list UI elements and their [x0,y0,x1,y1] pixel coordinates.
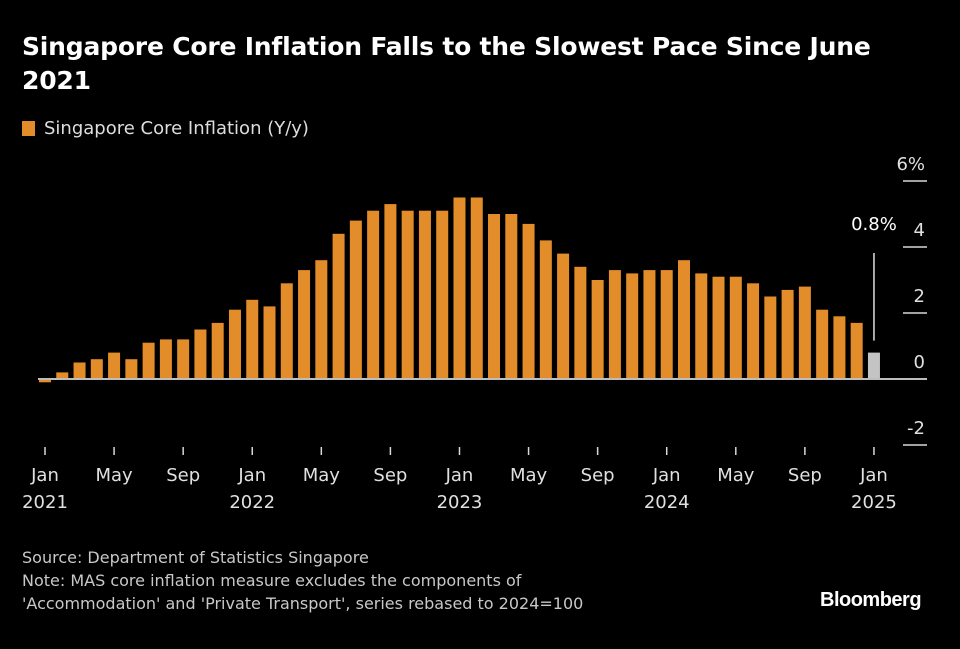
bar [677,260,690,379]
bar [695,273,708,379]
x-tick-label-month: Jan [445,465,474,486]
y-tick-label: 6% [896,154,925,175]
bar [401,210,414,379]
bar [781,289,794,379]
note-line-1: Note: MAS core inflation measure exclude… [22,571,522,590]
bar [418,210,431,379]
bar [608,270,621,379]
bar [159,339,172,379]
legend-label: Singapore Core Inflation (Y/y) [44,118,309,139]
bar [643,270,656,379]
bar [194,329,207,379]
footer: Source: Department of Statistics Singapo… [22,546,583,615]
bar [108,352,121,379]
x-tick-label-month: Jan [859,465,888,486]
bar [73,362,86,379]
x-tick-label-year: 2022 [229,492,275,513]
bar [591,280,604,379]
bar [436,210,449,379]
bar [367,210,380,379]
x-tick-label-month: Sep [788,465,822,486]
y-tick-label: -2 [907,418,925,439]
annotations: 0.8% [851,214,897,341]
bar [177,339,190,379]
bar [488,214,501,379]
x-tick-label-month: Jan [237,465,266,486]
x-tick-label-month: May [717,465,755,486]
x-tick-label-month: May [303,465,341,486]
bar [557,253,570,379]
y-axis: 6% 4 2 0 -2 [896,154,927,446]
chart-title: Singapore Core Inflation Falls to the Sl… [22,32,871,95]
bar [211,322,224,379]
legend-swatch [22,121,35,136]
annotation-label: 0.8% [851,214,897,235]
x-tick-label-month: Sep [373,465,407,486]
bar [39,379,51,383]
x-tick-label-month: Jan [652,465,681,486]
x-tick-label-month: Sep [581,465,615,486]
bar [729,276,742,379]
bar [626,273,639,379]
bar [56,372,69,379]
bar [332,233,345,379]
x-tick-label-year: 2025 [851,492,897,513]
bar [798,286,811,379]
x-axis: Jan 2021 May Sep Jan 2022 May Sep Jan 2023 May Sep J… [22,447,897,513]
y-tick-label: 4 [914,220,925,241]
bar [764,296,777,379]
bars [39,197,880,383]
y-tick-label: 2 [914,286,925,307]
x-tick-label-year: 2023 [437,492,483,513]
bar [349,220,362,379]
bar [539,240,552,379]
bar [298,270,311,379]
x-tick-label-year: 2024 [644,492,690,513]
bar [142,342,155,379]
source-text: Source: Department of Statistics Singapo… [22,548,369,567]
legend: Singapore Core Inflation (Y/y) [22,118,309,139]
bloomberg-logo: Bloomberg [820,589,922,611]
bar [867,352,880,379]
bar [384,204,397,379]
bar [470,197,483,379]
bar [712,276,725,379]
x-tick-label-month: May [510,465,548,486]
bar [850,322,863,379]
bar [263,306,276,379]
bar [522,223,535,379]
x-tick-label-month: May [95,465,133,486]
bar [280,283,293,379]
bar [505,214,518,379]
bar [315,260,328,379]
bar [747,283,760,379]
bar [453,197,466,379]
x-tick-label-month: Sep [166,465,200,486]
bar [816,309,829,379]
x-tick-label-year: 2021 [22,492,68,513]
bar [246,299,259,379]
note-line-2: 'Accommodation' and 'Private Transport',… [22,594,584,613]
bar [660,270,673,379]
bar [228,309,241,379]
x-tick-label-month: Jan [30,465,59,486]
bar [833,316,846,379]
bar [125,359,138,379]
bar [90,359,103,379]
bar [574,266,587,379]
y-tick-label: 0 [914,352,925,373]
